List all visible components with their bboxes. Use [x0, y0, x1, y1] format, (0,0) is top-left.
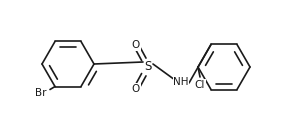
- Text: S: S: [144, 60, 152, 74]
- Text: Br: Br: [35, 88, 47, 98]
- Text: Cl: Cl: [195, 80, 205, 90]
- Text: O: O: [132, 84, 140, 94]
- Text: NH: NH: [173, 77, 189, 87]
- Text: O: O: [132, 40, 140, 50]
